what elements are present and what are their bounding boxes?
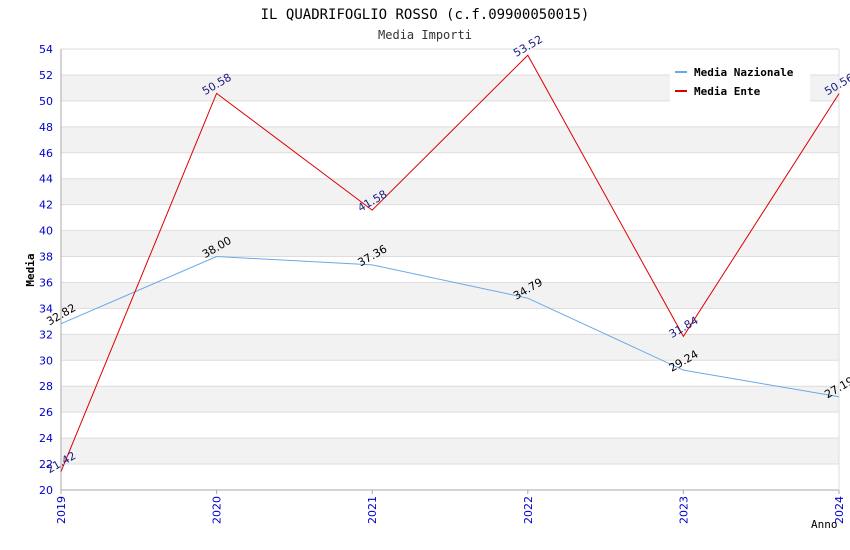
y-tick-label: 48	[39, 121, 53, 134]
legend-box	[670, 60, 810, 102]
y-tick-label: 26	[39, 406, 53, 419]
y-tick-label: 40	[39, 225, 53, 238]
grid-band	[61, 438, 839, 465]
legend-entry: Media Ente	[694, 85, 761, 98]
y-tick-label: 32	[39, 328, 53, 341]
x-tick-label: 2020	[211, 496, 224, 524]
y-tick-label: 42	[39, 199, 53, 212]
chart-subtitle: Media Importi	[378, 28, 472, 42]
y-axis-label: Media	[24, 253, 37, 286]
y-tick-label: 24	[39, 432, 53, 445]
y-tick-label: 22	[39, 458, 53, 471]
y-tick-label: 50	[39, 95, 53, 108]
grid-band	[61, 126, 839, 153]
x-tick-label: 2023	[677, 496, 690, 524]
y-tick-label: 44	[39, 173, 53, 186]
grid-band	[61, 334, 839, 361]
x-tick-label: 2022	[522, 496, 535, 524]
y-tick-label: 34	[39, 302, 53, 315]
y-axis-ticks: 20 22 24 26 28 30 32 34 36 38 40 42 44 46 48 50 52 54	[39, 43, 53, 497]
x-tick-label: 2019	[55, 496, 68, 524]
series-lines	[60, 54, 840, 472]
grid-bands	[61, 74, 839, 465]
y-tick-label: 38	[39, 251, 53, 264]
chart-title: IL QUADRIFOGLIO ROSSO (c.f.09900050015)	[261, 7, 590, 23]
y-tick-label: 36	[39, 276, 53, 289]
x-tick-label: 2021	[366, 496, 379, 524]
y-tick-label: 30	[39, 354, 53, 367]
y-tick-label: 52	[39, 69, 53, 82]
series-line-media-ente	[60, 54, 840, 472]
x-tick-label: 2024	[833, 496, 846, 524]
y-tick-label: 20	[39, 484, 53, 497]
axes	[60, 49, 840, 491]
series-line-media-nazionale	[60, 256, 840, 398]
y-tick-label: 28	[39, 380, 53, 393]
grid-band	[61, 282, 839, 309]
y-tick-label: 46	[39, 147, 53, 160]
grid-band	[61, 386, 839, 413]
legend-entry: Media Nazionale	[694, 66, 794, 79]
legend: Media Nazionale Media Ente	[670, 60, 810, 102]
grid-band	[61, 230, 839, 257]
grid-lines	[61, 48, 839, 491]
x-axis-ticks: 2019 2020 2021 2022 2023 2024	[55, 490, 846, 524]
grid-band	[61, 178, 839, 205]
y-tick-label: 54	[39, 43, 53, 56]
x-axis-label: Anno	[811, 518, 838, 531]
